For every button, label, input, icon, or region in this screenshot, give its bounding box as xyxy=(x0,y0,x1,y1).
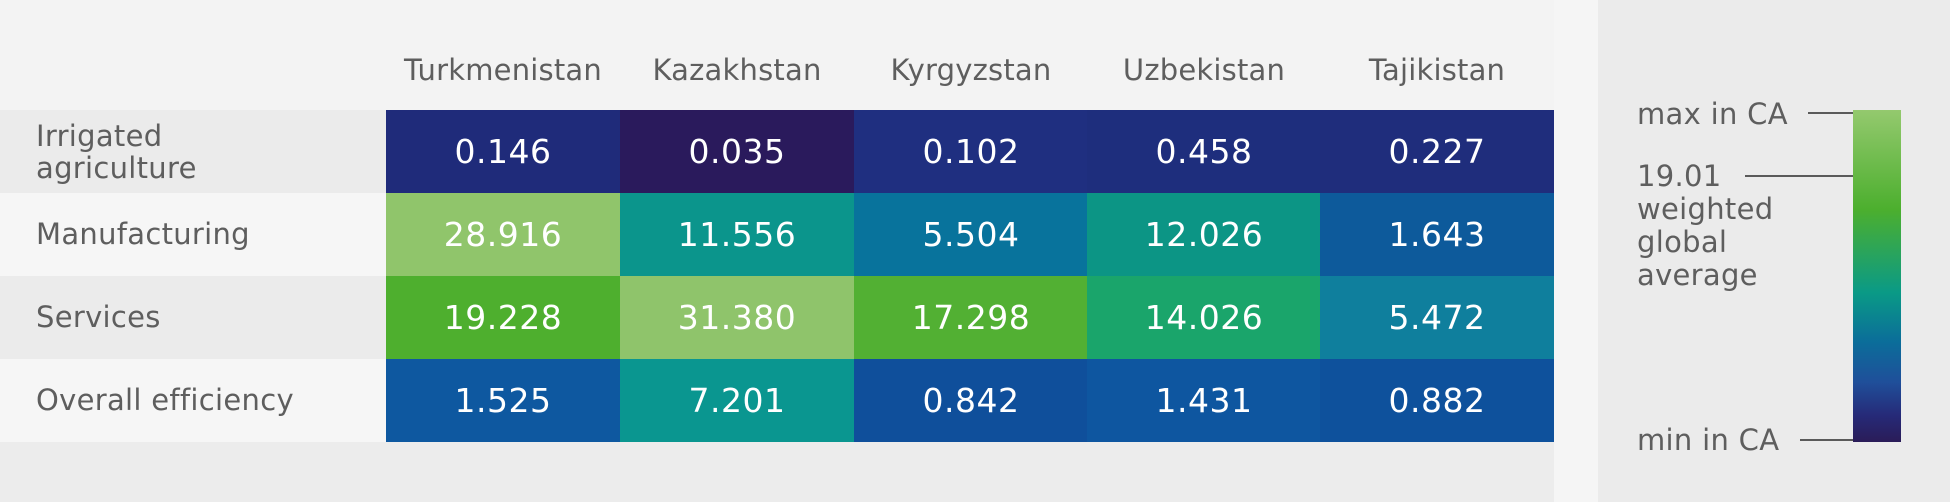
heatmap-cell: 0.842 xyxy=(854,359,1088,442)
legend-separator xyxy=(1554,0,1598,502)
heatmap-cell: 1.525 xyxy=(386,359,620,442)
legend-marker-label: 19.01 weighted global average xyxy=(1637,159,1774,292)
row-band xyxy=(0,276,386,359)
heatmap-cell: 11.556 xyxy=(620,193,854,276)
heatmap-cell: 0.035 xyxy=(620,110,854,193)
heatmap-cell: 7.201 xyxy=(620,359,854,442)
column-header: Kazakhstan xyxy=(652,53,822,87)
legend-min-tick xyxy=(1800,439,1853,441)
column-header: Turkmenistan xyxy=(404,53,602,87)
heatmap-cell: 14.026 xyxy=(1087,276,1321,359)
legend-color-bar xyxy=(1853,110,1901,442)
column-header-band xyxy=(0,0,1554,110)
heatmap-cell: 5.504 xyxy=(854,193,1088,276)
legend-min-label: min in CA xyxy=(1637,423,1780,457)
heatmap-cell: 19.228 xyxy=(386,276,620,359)
legend-max-label: max in CA xyxy=(1637,97,1788,131)
heatmap-cell: 0.102 xyxy=(854,110,1088,193)
heatmap-cell: 0.227 xyxy=(1320,110,1554,193)
row-label: Services xyxy=(36,300,161,334)
column-header: Tajikistan xyxy=(1368,53,1506,87)
row-band xyxy=(0,193,386,276)
legend-marker-tick xyxy=(1745,175,1853,177)
heatmap-cell: 31.380 xyxy=(620,276,854,359)
heatmap-cell: 17.298 xyxy=(854,276,1088,359)
heatmap-cell: 28.916 xyxy=(386,193,620,276)
heatmap-cell: 12.026 xyxy=(1087,193,1321,276)
heatmap-cell: 1.431 xyxy=(1087,359,1321,442)
row-label: Manufacturing xyxy=(36,217,250,251)
heatmap-cell: 1.643 xyxy=(1320,193,1554,276)
column-header: Kyrgyzstan xyxy=(890,53,1052,87)
column-header: Uzbekistan xyxy=(1122,53,1286,87)
heatmap-cell: 0.146 xyxy=(386,110,620,193)
row-label: Overall efficiency xyxy=(36,383,294,417)
row-band xyxy=(0,359,386,442)
legend-max-tick xyxy=(1808,112,1853,114)
heatmap-cell: 5.472 xyxy=(1320,276,1554,359)
heatmap-cell: 0.458 xyxy=(1087,110,1321,193)
row-label: Irrigated agriculture xyxy=(36,119,197,185)
heatmap-cell: 0.882 xyxy=(1320,359,1554,442)
row-band xyxy=(0,110,386,193)
